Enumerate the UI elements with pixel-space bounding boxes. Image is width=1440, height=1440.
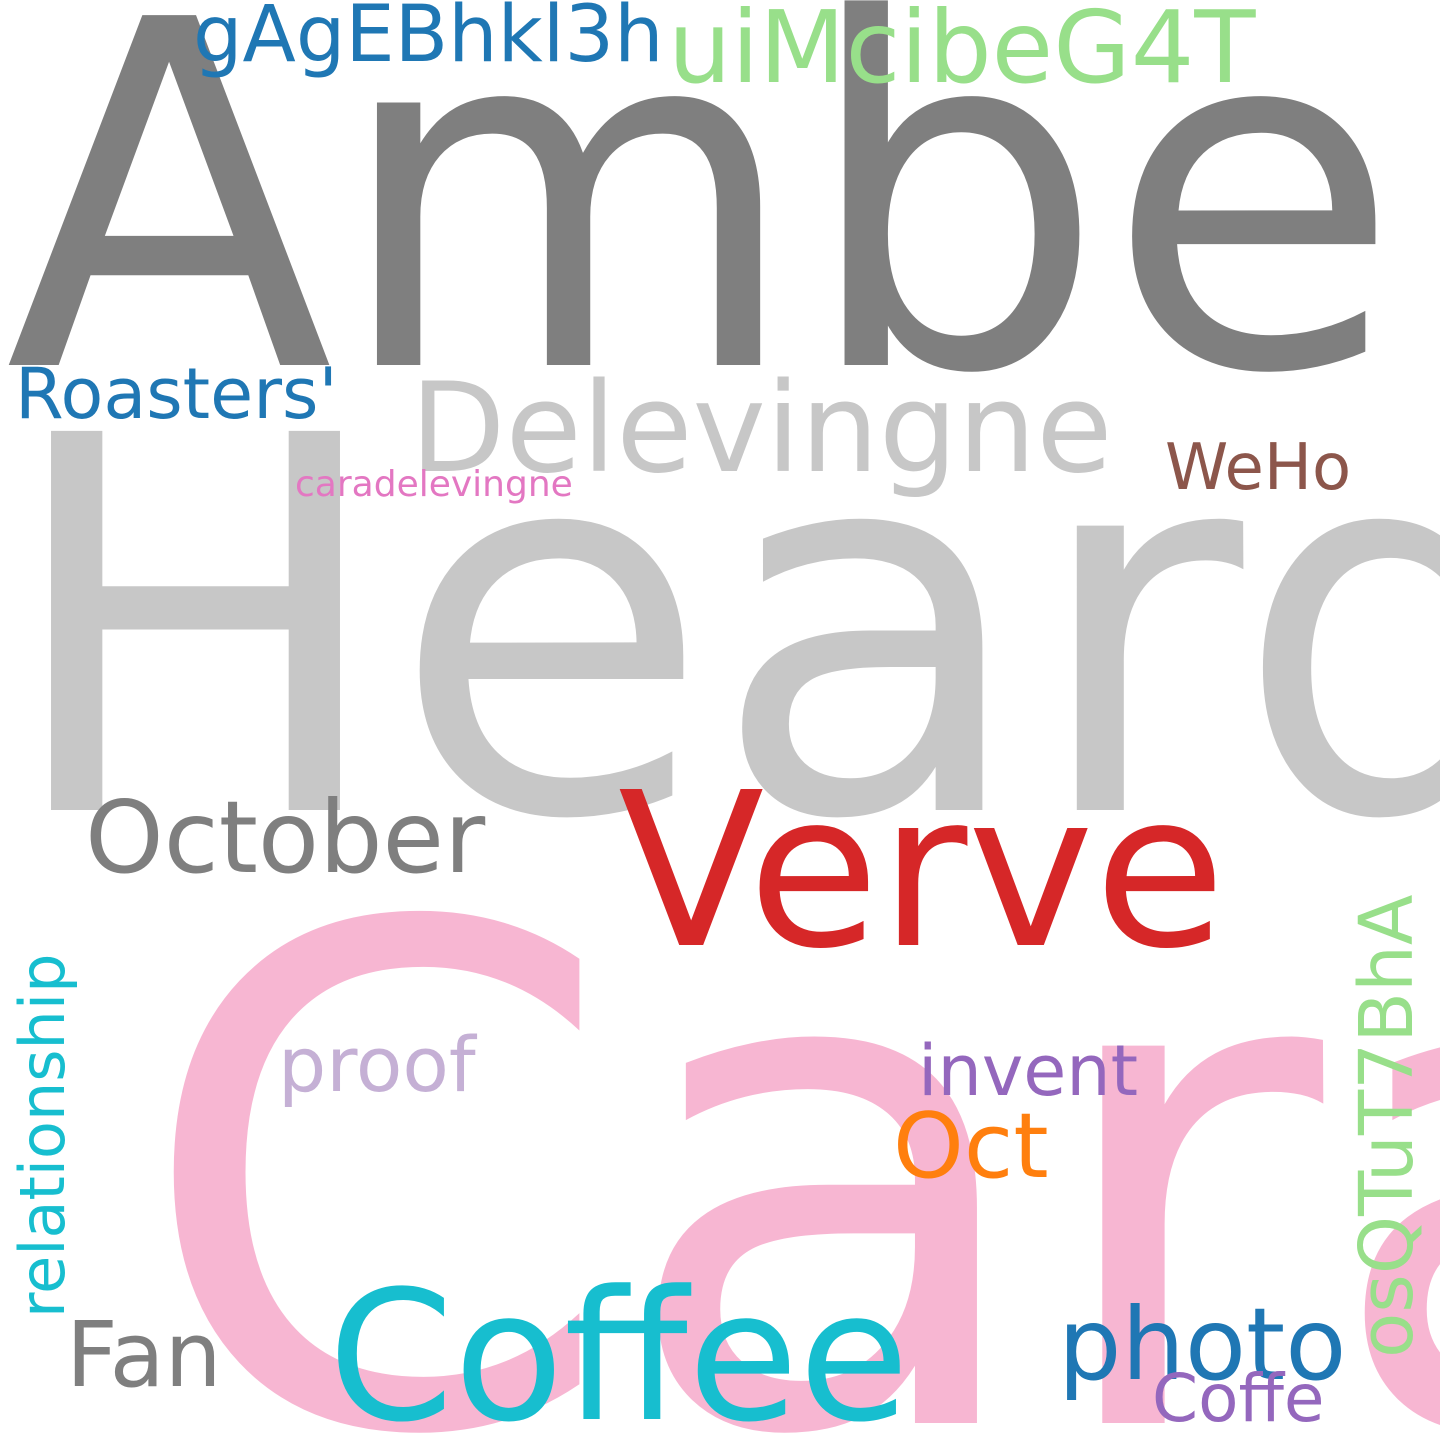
word-osqtut7bha: osQTuT7BhA: [1344, 894, 1430, 1358]
word-roasters: Roasters': [15, 353, 338, 435]
word-oct: Oct: [893, 1094, 1049, 1199]
word-uimcibeg4t: uiMcibeG4T: [668, 0, 1256, 106]
word-amber: Amber: [5, 0, 1440, 479]
word-relationship: relationship: [6, 953, 79, 1318]
word-caradelevingne: caradelevingne: [295, 464, 573, 505]
word-fan: Fan: [66, 1303, 222, 1408]
word-october: October: [85, 779, 486, 896]
word-verve: Verve: [618, 747, 1226, 996]
word-coffe: Coffe: [1152, 1360, 1325, 1437]
word-weho: WeHo: [1165, 431, 1352, 505]
word-proof: proof: [278, 1020, 476, 1109]
word-invent: invent: [918, 1030, 1139, 1112]
word-coffee: Coffee: [328, 1253, 910, 1440]
word-gagebhkl3h: gAgEBhkl3h: [193, 0, 664, 80]
word-cara: Cara: [135, 783, 1440, 1440]
word-heard: Heard: [0, 327, 1440, 933]
word-delevingne: Delevingne: [410, 357, 1113, 501]
word-photo: photo: [1058, 1286, 1347, 1403]
